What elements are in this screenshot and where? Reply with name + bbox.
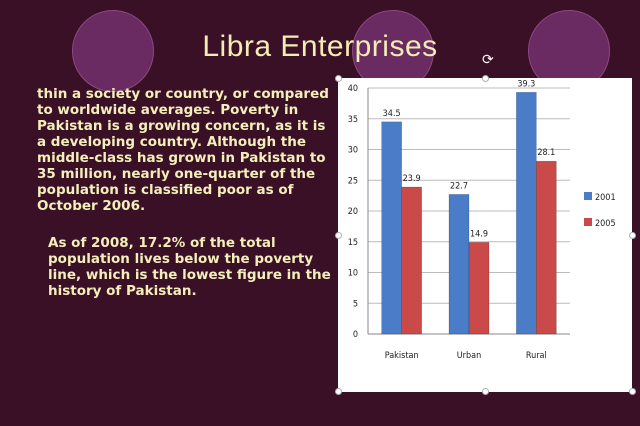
bar-2005-rural: [536, 160, 557, 335]
data-label: 39.3: [517, 79, 535, 89]
y-tick-label: 10: [348, 269, 358, 279]
bar-chart: 0 5 10 15 20 25 30 35 40 34.5 23.9 Pakistan 22.7 14.9…: [348, 79, 616, 361]
x-tick-label: Pakistan: [385, 351, 419, 361]
bar-2001-rural: [516, 92, 537, 335]
resize-handle-bottom-middle[interactable]: [482, 388, 489, 395]
paragraph-poverty-intro[interactable]: thin a society or country, or compared t…: [37, 86, 329, 214]
x-tick-label: Rural: [526, 351, 547, 361]
legend-swatch-2001: [584, 192, 592, 200]
chart-image[interactable]: 0 5 10 15 20 25 30 35 40 34.5 23.9 Pakistan 22.7 14.9…: [338, 78, 632, 392]
y-tick-label: 30: [348, 146, 358, 156]
y-tick-label: 5: [353, 299, 358, 309]
resize-handle-middle-right[interactable]: [629, 232, 636, 239]
rotate-icon[interactable]: ⟳: [482, 52, 494, 68]
paragraph-poverty-2008[interactable]: As of 2008, 17.2% of the total populatio…: [48, 235, 331, 299]
resize-handle-bottom-right[interactable]: [629, 388, 636, 395]
slide-title[interactable]: Libra Enterprises: [202, 30, 438, 63]
data-label: 34.5: [383, 109, 401, 119]
y-tick-label: 15: [348, 238, 358, 248]
bar-2005-urban: [468, 242, 490, 335]
x-tick-label: Urban: [457, 351, 482, 361]
resize-handle-top-left[interactable]: [335, 75, 342, 82]
resize-handle-top-middle[interactable]: [482, 75, 489, 82]
legend-label: 2005: [595, 219, 616, 229]
y-tick-label: 25: [348, 176, 358, 186]
y-tick-label: 40: [348, 84, 358, 94]
resize-handle-bottom-left[interactable]: [335, 388, 342, 395]
data-label: 22.7: [450, 181, 468, 191]
bar-2001-urban: [448, 194, 470, 335]
bar-2001-pakistan: [381, 121, 402, 335]
data-label: 23.9: [403, 174, 421, 184]
legend-swatch-2005: [584, 218, 592, 226]
y-tick-label: 0: [353, 330, 358, 340]
y-tick-label: 20: [348, 207, 358, 217]
decorative-circle: [72, 10, 154, 92]
y-tick-label: 35: [348, 115, 358, 125]
data-label: 28.1: [537, 148, 555, 158]
resize-handle-middle-left[interactable]: [335, 232, 342, 239]
data-label: 14.9: [470, 229, 488, 239]
legend-label: 2001: [595, 193, 616, 203]
bar-2005-pakistan: [401, 186, 422, 335]
